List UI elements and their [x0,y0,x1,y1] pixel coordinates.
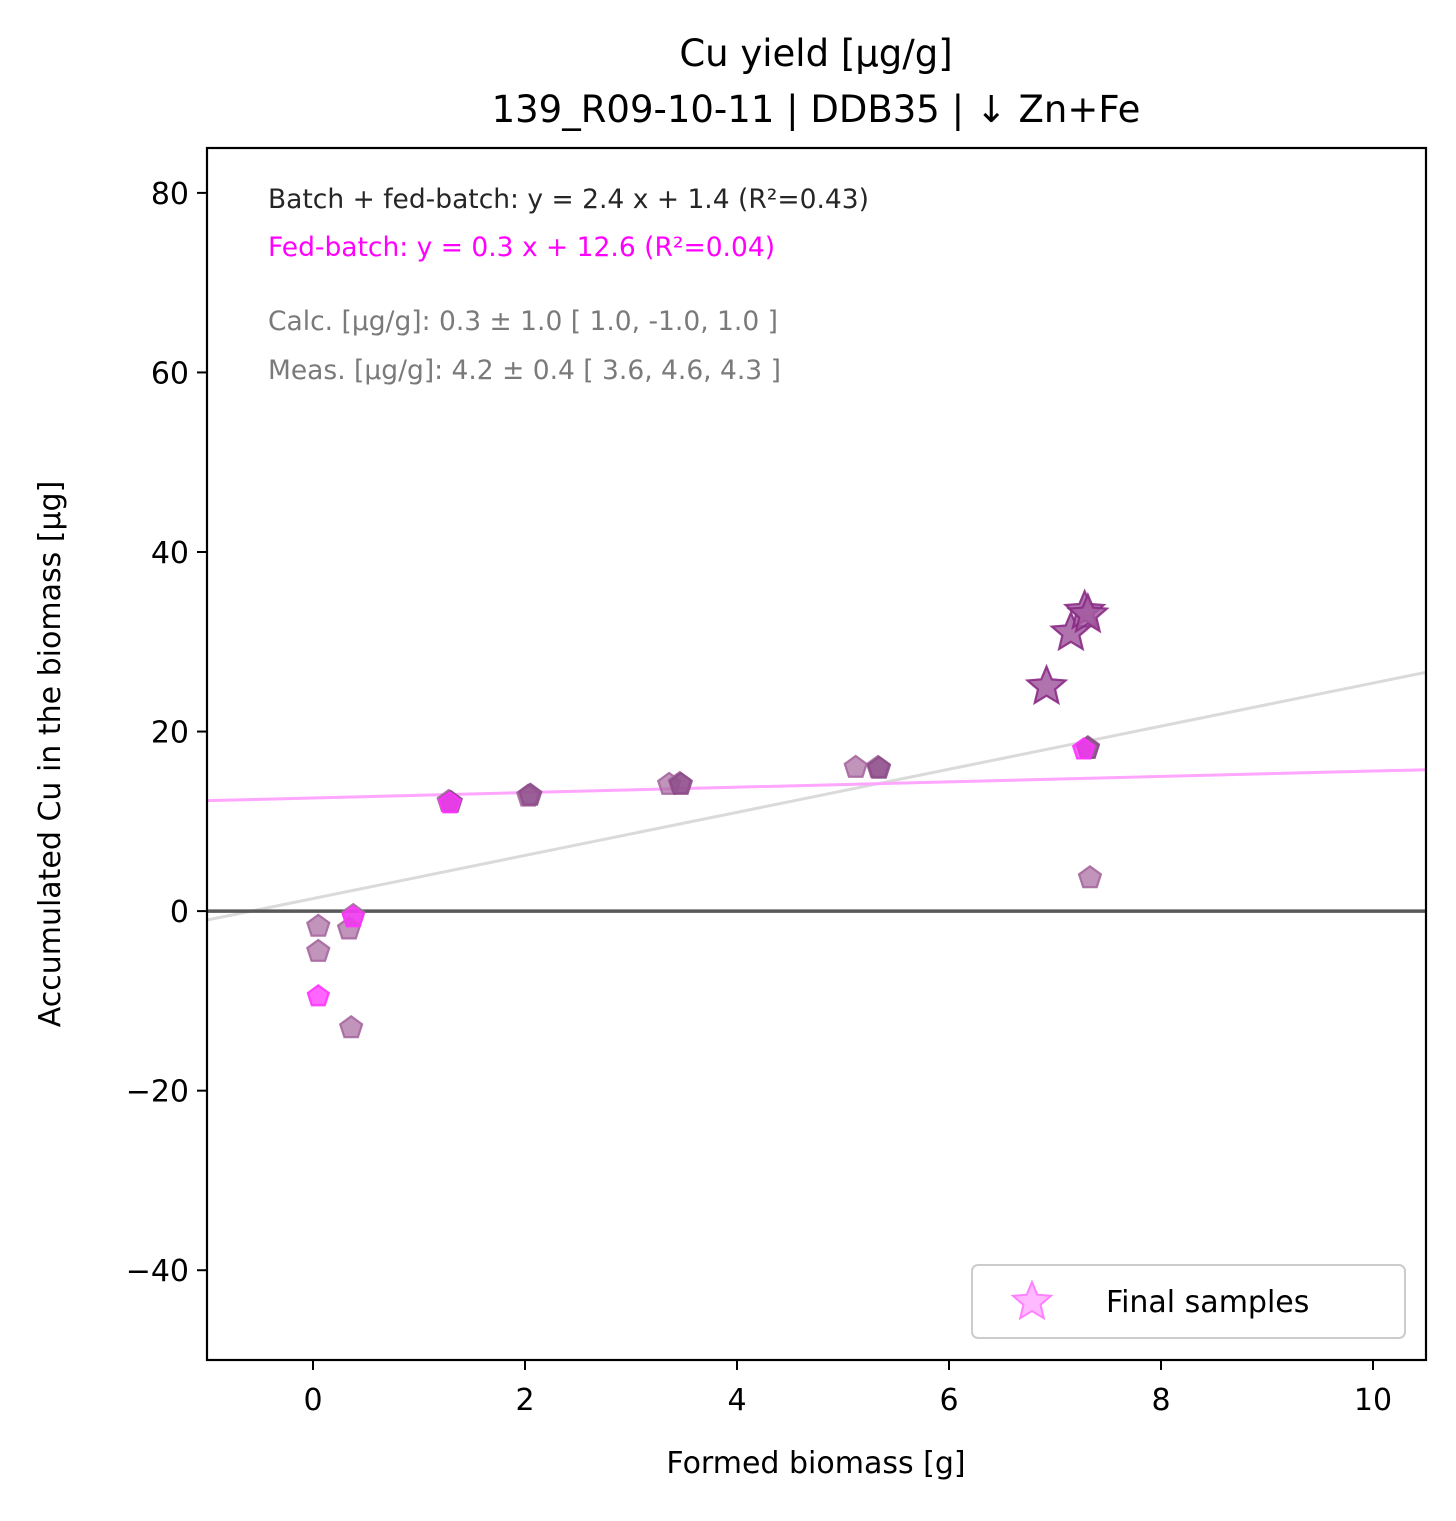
annotation-meas: Meas. [µg/g]: 4.2 ± 0.4 [ 3.6, 4.6, 4.3 … [268,355,781,386]
legend: Final samples [971,1264,1406,1339]
y-tick-label: 0 [170,895,189,930]
chart-title: Cu yield [µg/g] [679,32,952,75]
annotation-batch-fedbatch-equation: Batch + fed-batch: y = 2.4 x + 1.4 (R²=0… [268,184,869,215]
darker-samples-point [866,755,892,779]
x-tick-label: 2 [515,1383,534,1418]
y-tick-label: −20 [126,1075,189,1110]
y-tick-label: 60 [151,356,189,391]
final-samples-point [1066,591,1110,634]
x-tick-label: 0 [303,1383,322,1418]
y-axis-label: Accumulated Cu in the biomass [µg] [33,481,68,1028]
magenta-samples-point [341,905,366,928]
magenta-samples-point [1071,737,1096,760]
x-tick-label: 6 [939,1383,958,1418]
x-tick-label: 4 [727,1383,746,1418]
purple-samples-point [843,754,868,778]
y-tick-label: 40 [151,536,189,571]
annotation-calc: Calc. [µg/g]: 0.3 ± 1.0 [ 1.0, -1.0, 1.0… [268,306,778,337]
plot-area [207,588,1426,1039]
y-tick-label: 20 [151,716,189,751]
legend-star-marker [1010,1279,1054,1321]
batch-fedbatch-fit-line [207,670,1426,922]
darker-samples-point [518,782,543,806]
x-tick-label: 10 [1354,1383,1392,1418]
annotation-fedbatch-equation: Fed-batch: y = 0.3 x + 12.6 (R²=0.04) [268,232,775,263]
purple-samples-point [338,1014,364,1039]
darker-samples-point [668,771,694,795]
x-axis-label: Formed biomass [g] [666,1446,965,1481]
legend-label-final-samples: Final samples [1106,1285,1309,1320]
purple-samples-point [306,938,331,962]
fedbatch-fit-line [207,768,1426,803]
x-tick-label: 8 [1151,1383,1170,1418]
y-tick-label: 80 [151,177,189,212]
magenta-samples-point [306,984,331,1007]
chart-subtitle: 139_R09-10-11 | DDB35 | ↓ Zn+Fe [492,88,1141,131]
legend-frame [971,1264,1406,1339]
magenta-samples-point [437,791,462,814]
x-axis: 0 2 4 6 8 10 [303,1360,1392,1418]
purple-samples-point [1077,865,1103,889]
y-tick-label: −40 [126,1254,189,1289]
axes-frame [205,146,1428,1362]
purple-samples-point [306,913,331,937]
final-samples-point [1024,663,1069,706]
y-axis: 80 60 40 20 0 −20 −40 [126,177,207,1289]
